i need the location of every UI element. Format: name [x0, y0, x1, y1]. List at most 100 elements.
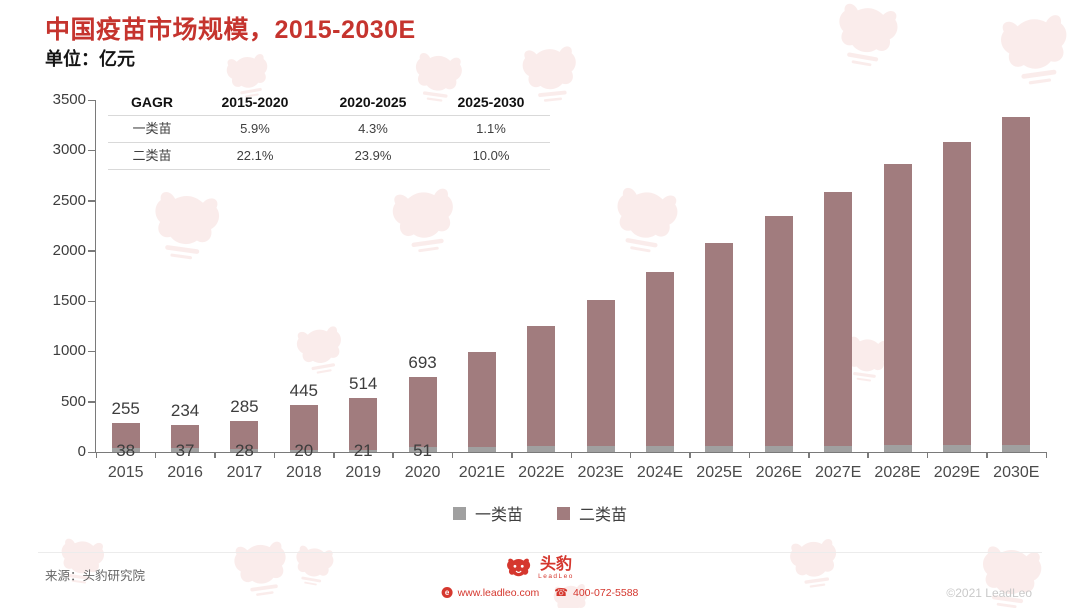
- x-axis-category-label: 2021E: [458, 464, 506, 481]
- x-axis-category-label: 2028E: [874, 464, 921, 481]
- bar-value-label-bottom: 51: [413, 441, 433, 460]
- brand-contact: e www.leadleo.com ☎ 400-072-5588: [441, 586, 639, 599]
- bar-segment-一类苗: [289, 450, 318, 452]
- chart-title: 中国疫苗市场规模，2015-2030E: [45, 16, 416, 44]
- bar-segment-一类苗: [646, 445, 675, 452]
- bar-segment-二类苗: [883, 164, 912, 446]
- x-axis-tick: [570, 452, 572, 458]
- x-axis-tick: [689, 452, 691, 458]
- x-axis-tick: [986, 452, 988, 458]
- x-axis-tick: [95, 452, 97, 458]
- bar-segment-一类苗: [111, 448, 140, 452]
- y-axis-tick-label: 2000: [52, 241, 86, 259]
- cagr-table-cell: 1.1%: [476, 121, 506, 136]
- x-axis-category-label: 2016: [167, 464, 203, 481]
- bar-value-label-top: 234: [170, 400, 200, 420]
- y-axis-tick-label: 500: [60, 392, 86, 410]
- y-axis-tick: [88, 401, 95, 403]
- bar-segment-二类苗: [942, 142, 971, 446]
- x-axis-tick: [214, 452, 216, 458]
- legend-item: 二类苗: [557, 501, 627, 525]
- footer-brand: 头豹 LeadLeo e www.leadleo.com ☎ 400-072-5…: [441, 555, 639, 599]
- cagr-table-row: 二类苗 22.1% 23.9% 10.0%: [108, 143, 550, 170]
- x-axis-tick: [273, 452, 276, 458]
- y-axis-tick-label: 3000: [52, 141, 86, 159]
- bar-segment-二类苗: [230, 420, 259, 450]
- x-axis-category-label: 2026E: [755, 464, 802, 481]
- bar-segment-二类苗: [349, 398, 378, 450]
- bar-segment-二类苗: [1002, 116, 1031, 446]
- unit-label: 单位：亿元: [45, 49, 135, 69]
- bar-segment-二类苗: [646, 271, 675, 446]
- y-axis-tick-label: 1000: [52, 342, 86, 360]
- cagr-table-cell: 22.1%: [236, 148, 274, 163]
- bar-segment-一类苗: [883, 445, 912, 452]
- brand-names: 头豹 LeadLeo: [538, 556, 574, 581]
- bar-segment-一类苗: [824, 445, 853, 452]
- brand-lockup: 头豹 LeadLeo: [442, 555, 639, 582]
- bar-value-label-bottom: 38: [116, 441, 136, 460]
- x-axis-category-label: 2029E: [933, 464, 981, 481]
- brand-subname: LeadLeo: [538, 573, 574, 580]
- brand-name: 头豹: [539, 556, 572, 573]
- y-axis-tick: [88, 300, 95, 303]
- x-axis-tick: [808, 452, 810, 458]
- bar-segment-一类苗: [527, 446, 556, 452]
- cagr-table-cell: 4.3%: [358, 121, 388, 136]
- bar-segment-二类苗: [289, 405, 318, 450]
- bar-value-label-top: 514: [349, 374, 378, 394]
- y-axis-tick: [88, 350, 95, 353]
- leopard-watermark-icon: [232, 540, 291, 599]
- source-note: 来源：头豹研究院: [45, 569, 146, 583]
- bar-value-label-bottom: 21: [353, 441, 373, 460]
- cagr-table-row-label: 二类苗: [132, 148, 172, 163]
- x-axis-category-label: 2020: [404, 464, 441, 481]
- x-axis-tick: [926, 452, 929, 458]
- legend-swatch-icon: [557, 506, 570, 520]
- leadleo-logo-icon: [507, 558, 531, 577]
- cagr-table-header-cell: 2015-2020: [221, 94, 289, 110]
- y-axis-tick: [88, 451, 95, 453]
- cagr-table-row: 一类苗 5.9% 4.3% 1.1%: [108, 116, 550, 143]
- bar-segment-一类苗: [586, 446, 615, 452]
- bar-segment-一类苗: [942, 445, 971, 452]
- leopard-watermark-icon: [832, 2, 901, 70]
- y-axis-tick-label: 1500: [52, 292, 86, 310]
- leopard-watermark-icon: [998, 13, 1073, 88]
- legend-label: 一类苗: [474, 507, 523, 524]
- bar-segment-二类苗: [705, 242, 734, 446]
- plot-area: 0 500 1000 1500 2000 2500 3000 3500 255 38 2015 234…: [53, 91, 1047, 481]
- chart-legend: 一类苗 二类苗: [0, 501, 1080, 525]
- x-axis-tick: [333, 452, 335, 458]
- bar-value-label-bottom: 37: [175, 441, 195, 460]
- website-text: www.leadleo.com: [457, 586, 540, 599]
- x-axis-category-label: 2022E: [518, 464, 565, 481]
- x-axis-tick: [154, 452, 157, 458]
- website-icon: e: [441, 587, 453, 598]
- x-axis-tick: [392, 452, 394, 458]
- bar-segment-二类苗: [111, 422, 140, 449]
- bar-segment-二类苗: [408, 377, 437, 447]
- x-axis-tick: [748, 452, 751, 458]
- x-axis-category-label: 2019: [345, 464, 381, 481]
- cagr-table-header-cell: 2020-2025: [339, 94, 407, 110]
- x-axis-tick: [867, 452, 869, 458]
- y-axis-tick-label: 3500: [52, 91, 86, 108]
- legend-swatch-icon: [452, 506, 466, 520]
- bar-segment-二类苗: [764, 216, 793, 446]
- bar-value-label-bottom: 20: [294, 441, 314, 460]
- bar-segment-二类苗: [824, 191, 853, 446]
- phone-text: 400-072-5588: [573, 586, 639, 599]
- cagr-table: GAGR 2015-2020 2020-2025 2025-2030 一类苗 5.9% 4.…: [108, 89, 550, 170]
- bar-segment-一类苗: [408, 446, 437, 452]
- cagr-table-cell: 5.9%: [240, 121, 270, 136]
- bar-segment-一类苗: [764, 445, 793, 452]
- x-axis-tick: [451, 452, 454, 458]
- x-axis-category-label: 2025E: [696, 464, 743, 481]
- y-axis-tick-label: 2500: [52, 191, 86, 209]
- bar-value-label-bottom: 28: [234, 441, 254, 460]
- cagr-table-cell: 23.9%: [354, 148, 392, 163]
- footer-divider: [38, 552, 1042, 553]
- cagr-table-header-row: GAGR 2015-2020 2020-2025 2025-2030: [108, 89, 550, 116]
